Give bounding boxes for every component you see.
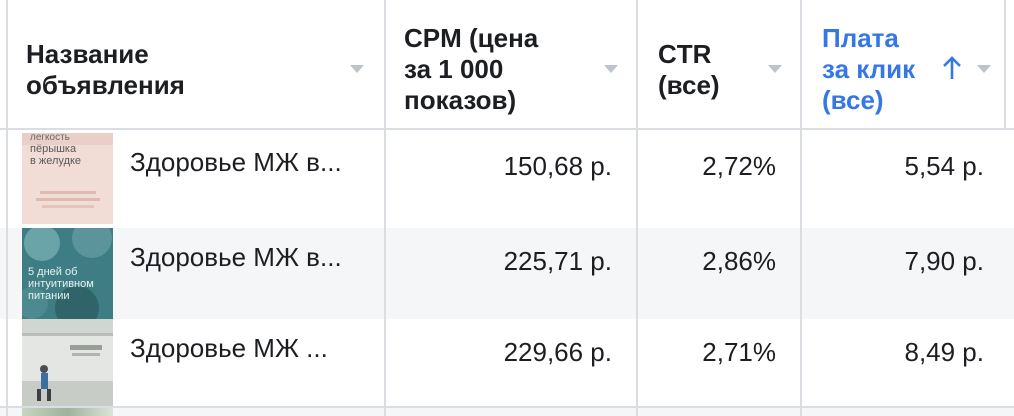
column-divider bbox=[6, 0, 8, 416]
ad-thumbnail-image bbox=[22, 319, 113, 410]
column-header-ctr-line2: (все) bbox=[658, 70, 720, 100]
column-header-ctr[interactable]: CTR (все) bbox=[638, 0, 800, 128]
chevron-down-icon[interactable] bbox=[350, 65, 364, 73]
table-row[interactable]: 5 дней об интуитивном питании Здоровье М… bbox=[0, 228, 1014, 319]
column-header-cpm-line2: за 1 000 bbox=[404, 54, 504, 84]
column-header-cpm-line1: CPM (цена bbox=[404, 23, 539, 53]
chevron-down-icon[interactable] bbox=[768, 65, 782, 73]
ctr-value: 2,86% bbox=[702, 246, 776, 276]
column-header-ad-name-line1: Название bbox=[26, 39, 149, 69]
ad-thumbnail[interactable]: легкость пёрышка в желудке bbox=[22, 133, 113, 224]
ad-thumbnail-image: 5 дней об интуитивном питании bbox=[22, 228, 113, 319]
chevron-down-icon[interactable] bbox=[977, 65, 991, 73]
column-header-cpc-line2: за клик bbox=[822, 54, 916, 84]
column-header-ad-name[interactable]: Название объявления bbox=[0, 0, 384, 128]
ad-name[interactable]: Здоровье МЖ ... bbox=[130, 333, 328, 363]
cost-per-click-value: 7,90 р. bbox=[904, 246, 984, 276]
thumbnail-text-line: легкость bbox=[30, 133, 70, 143]
ad-name[interactable]: Здоровье МЖ в... bbox=[130, 242, 342, 272]
column-header-ctr-line1: CTR bbox=[658, 39, 712, 69]
cost-per-click-value: 8,49 р. bbox=[904, 337, 984, 367]
sort-ascending-arrow-icon[interactable] bbox=[941, 55, 963, 81]
ad-thumbnail[interactable] bbox=[22, 319, 113, 410]
ad-name[interactable]: Здоровье МЖ в... bbox=[130, 147, 342, 177]
table-row[interactable]: Здоровье МЖ ... 229,66 р. 2,71% 8,49 р. bbox=[0, 319, 1014, 410]
cpm-value: 150,68 р. bbox=[503, 151, 612, 181]
column-divider[interactable] bbox=[800, 0, 802, 416]
ctr-value: 2,72% bbox=[702, 151, 776, 181]
column-header-cpc-line3: (все) bbox=[822, 85, 884, 115]
ad-thumbnail[interactable]: 5 дней об интуитивном питании bbox=[22, 228, 113, 319]
thumbnail-text-line: питании bbox=[28, 290, 70, 302]
column-header-cpc-line1: Плата bbox=[822, 23, 899, 53]
cost-per-click-value: 5,54 р. bbox=[904, 151, 984, 181]
column-header-cpm[interactable]: CPM (цена за 1 000 показов) bbox=[386, 0, 636, 128]
ctr-value: 2,71% bbox=[702, 337, 776, 367]
column-header-cpm-line3: показов) bbox=[404, 85, 517, 115]
thumbnail-text-line: в желудке bbox=[30, 155, 81, 167]
thumbnail-text-line: 5 дней об bbox=[28, 266, 77, 278]
table-row[interactable]: легкость пёрышка в желудке Здоровье МЖ в… bbox=[0, 133, 1014, 224]
column-divider bbox=[1004, 0, 1006, 130]
table-header: Название объявления CPM (цена за 1 000 п… bbox=[0, 0, 1014, 130]
thumbnail-text-line: пёрышка bbox=[30, 143, 77, 155]
thumbnail-text-line: интуитивном bbox=[28, 278, 94, 290]
ad-thumbnail-partial bbox=[22, 408, 113, 416]
next-row-partial bbox=[0, 406, 1014, 416]
column-header-ad-name-line2: объявления bbox=[26, 70, 185, 100]
column-divider[interactable] bbox=[636, 0, 638, 416]
cpm-value: 229,66 р. bbox=[503, 337, 612, 367]
chevron-down-icon[interactable] bbox=[604, 65, 618, 73]
cpm-value: 225,71 р. bbox=[503, 246, 612, 276]
ad-thumbnail-image: легкость пёрышка в желудке bbox=[22, 133, 113, 224]
column-divider[interactable] bbox=[384, 0, 386, 416]
column-header-cost-per-click[interactable]: Плата за клик (все) bbox=[802, 0, 1014, 128]
